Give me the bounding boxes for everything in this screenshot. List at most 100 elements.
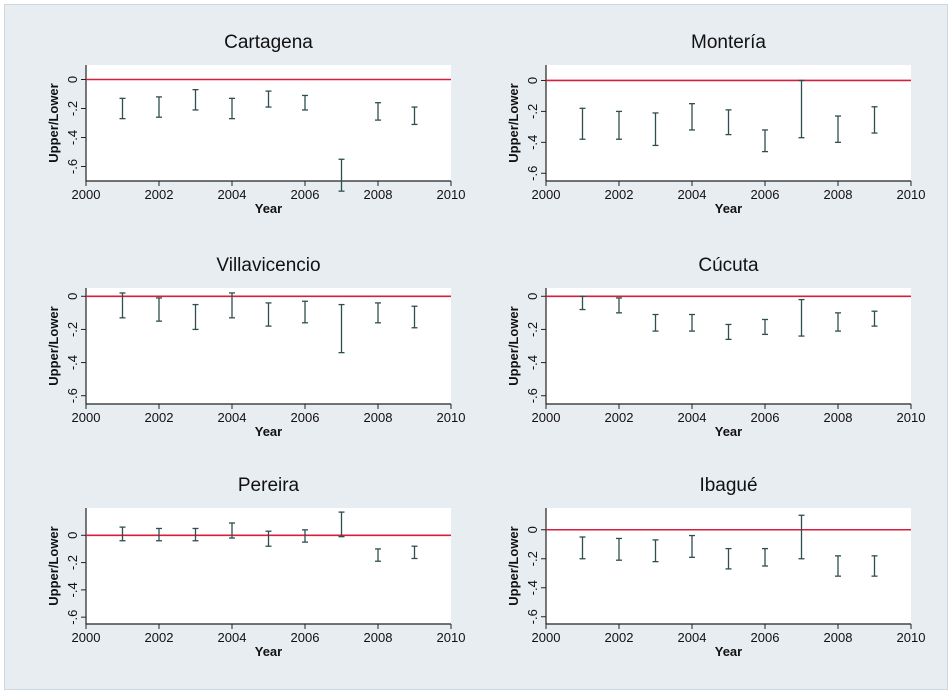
x-tick-label: 2006 <box>751 410 780 425</box>
error-bar <box>689 103 695 131</box>
error-bar <box>302 529 308 543</box>
x-tick-label: 2006 <box>291 410 320 425</box>
x-tick-label: 2008 <box>824 410 853 425</box>
x-tick-label: 2002 <box>145 630 174 645</box>
error-bar <box>192 89 199 111</box>
error-bar <box>798 514 805 560</box>
x-tick-label: 2010 <box>897 630 926 645</box>
error-bar <box>156 297 162 322</box>
y-tick-label: -.2 <box>65 101 80 116</box>
y-tick-label: -.4 <box>65 355 80 370</box>
y-tick-label: 0 <box>65 76 80 83</box>
x-tick-label: 2010 <box>897 410 926 425</box>
error-bar <box>616 537 622 561</box>
error-bar <box>302 94 308 111</box>
error-bar <box>229 292 235 319</box>
y-tick-label: -.6 <box>65 610 80 625</box>
y-tick-label: -.4 <box>65 582 80 597</box>
x-tick-label: 2004 <box>218 187 247 202</box>
chart-panel-6: Ibagué 2000 2002 2004 2006 2008 2010 0 -.2 -.4 -.6… <box>506 475 925 659</box>
y-axis-title: Upper/Lower <box>46 83 61 162</box>
plot-area <box>86 65 451 181</box>
error-bar <box>411 305 418 329</box>
chart-title: Montería <box>691 32 766 53</box>
y-tick-label: -.2 <box>525 551 540 566</box>
x-tick-label: 2008 <box>824 187 853 202</box>
error-bar <box>871 555 878 577</box>
error-bar <box>192 527 199 542</box>
x-tick-label: 2008 <box>824 630 853 645</box>
x-axis-title: Year <box>255 644 282 659</box>
x-tick-label: 2010 <box>437 187 466 202</box>
chart-panel-4: Cúcuta 2000 2002 2004 2006 2008 2010 0 -.2 -.4 -.6… <box>506 255 925 439</box>
y-tick-label: -.4 <box>525 355 540 370</box>
chart-panel-3: Villavicencio 2000 2002 2004 2006 2008 2010 0 -.… <box>46 255 465 439</box>
error-bar <box>265 302 272 327</box>
error-bar <box>579 536 586 560</box>
error-bar <box>411 106 418 126</box>
x-tick-label: 2004 <box>678 187 707 202</box>
y-tick-label: 0 <box>65 532 80 539</box>
y-axis-title: Upper/Lower <box>506 526 521 605</box>
x-tick-label: 2008 <box>364 630 393 645</box>
chart-panel-2: Montería 2000 2002 2004 2006 2008 2010 0 -.2 -.4 -… <box>506 32 925 216</box>
figure-panel-grid: Cartagena 2000 2002 2004 2006 2008 2010 0 -.2 -.4… <box>4 4 948 690</box>
x-tick-label: 2002 <box>605 187 634 202</box>
error-bar <box>579 295 586 311</box>
error-bar <box>375 102 381 121</box>
x-tick-label: 2004 <box>218 410 247 425</box>
x-tick-label: 2010 <box>897 187 926 202</box>
chart-title: Ibagué <box>699 475 757 496</box>
y-tick-label: -.2 <box>525 104 540 119</box>
x-tick-label: 2004 <box>218 630 247 645</box>
error-bar <box>119 526 126 542</box>
x-tick-label: 2006 <box>751 630 780 645</box>
x-tick-label: 2004 <box>678 410 707 425</box>
plot-area <box>546 288 911 404</box>
error-bar <box>725 547 732 570</box>
x-tick-label: 2006 <box>751 187 780 202</box>
x-tick-label: 2000 <box>532 630 561 645</box>
x-axis-title: Year <box>715 644 742 659</box>
y-tick-label: -.4 <box>525 135 540 150</box>
error-bar <box>652 313 659 332</box>
y-tick-label: -.4 <box>65 130 80 145</box>
error-bar <box>119 292 126 319</box>
x-tick-label: 2010 <box>437 630 466 645</box>
x-tick-label: 2002 <box>145 410 174 425</box>
error-bar <box>652 112 659 147</box>
y-tick-label: -.6 <box>65 388 80 403</box>
error-bar <box>762 129 768 153</box>
x-axis-title: Year <box>715 201 742 216</box>
error-bar <box>835 115 841 143</box>
error-bar <box>616 110 622 140</box>
error-bar <box>302 300 308 324</box>
error-bar <box>229 522 235 539</box>
chart-title: Pereira <box>238 475 300 496</box>
x-tick-label: 2010 <box>437 410 466 425</box>
error-bar <box>616 297 622 314</box>
error-bar <box>338 158 345 192</box>
x-tick-label: 2004 <box>678 630 707 645</box>
error-bar <box>689 534 695 558</box>
error-bar <box>265 530 272 547</box>
error-bar <box>725 109 732 136</box>
chart-panel-1: Cartagena 2000 2002 2004 2006 2008 2010 0 -.2 -.4… <box>46 32 465 216</box>
error-bar <box>156 527 162 542</box>
y-tick-label: -.4 <box>525 580 540 595</box>
y-axis-title: Upper/Lower <box>506 306 521 385</box>
error-bar <box>192 303 199 331</box>
x-tick-label: 2006 <box>291 187 320 202</box>
chart-title: Cartagena <box>224 32 313 53</box>
y-tick-label: -.6 <box>525 609 540 624</box>
x-tick-label: 2000 <box>72 187 101 202</box>
error-bar <box>689 313 695 332</box>
plot-area <box>86 508 451 624</box>
error-bar <box>338 303 345 354</box>
error-bar <box>579 107 586 140</box>
x-tick-label: 2000 <box>532 187 561 202</box>
chart-panel-5: Pereira 2000 2002 2004 2006 2008 2010 0 -.2 -.4 -.… <box>46 475 465 659</box>
error-bar <box>835 312 841 332</box>
x-tick-label: 2002 <box>605 410 634 425</box>
error-bar <box>411 545 418 560</box>
